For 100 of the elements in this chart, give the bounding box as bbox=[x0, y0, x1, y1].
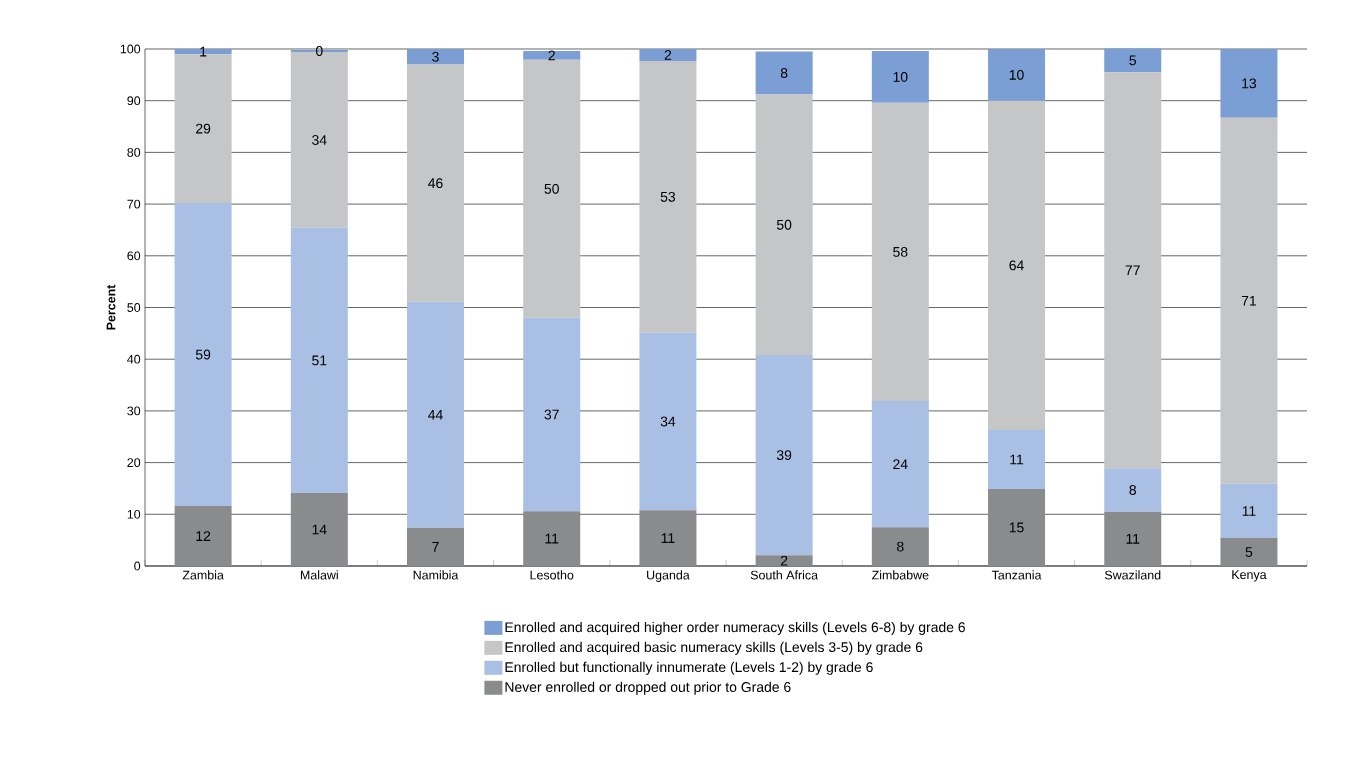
data-label: 29 bbox=[196, 123, 211, 134]
bar bbox=[1220, 538, 1278, 566]
bar bbox=[1104, 72, 1162, 469]
y-axis-title: Percent bbox=[106, 284, 116, 330]
bar bbox=[988, 488, 1046, 566]
bar bbox=[1220, 483, 1278, 539]
bar bbox=[1104, 511, 1162, 566]
data-label: 2 bbox=[664, 50, 672, 60]
y-tick-label: 100 bbox=[120, 44, 141, 54]
x-tick-label: Zambia bbox=[182, 570, 224, 580]
y-tick-label: 0 bbox=[134, 561, 141, 571]
data-label: 8 bbox=[1129, 485, 1136, 495]
x-tick-label: Swaziland bbox=[1104, 570, 1161, 580]
bar bbox=[755, 51, 813, 95]
x-tick-label: South Africa bbox=[750, 570, 819, 580]
bar bbox=[1220, 48, 1278, 118]
data-label: 64 bbox=[1009, 260, 1024, 271]
x-tick-label: Malawi bbox=[300, 570, 338, 580]
data-label: 8 bbox=[780, 68, 788, 78]
x-tick-label: Tanzania bbox=[991, 570, 1042, 580]
data-label: 10 bbox=[1009, 69, 1024, 80]
bar bbox=[174, 506, 232, 566]
x-tick-label: Lesotho bbox=[530, 570, 574, 580]
data-label: 1 bbox=[200, 46, 207, 57]
data-label: 34 bbox=[312, 135, 327, 145]
data-label: 2 bbox=[780, 555, 788, 566]
data-label: 11 bbox=[545, 533, 559, 544]
data-label: 50 bbox=[544, 183, 559, 194]
x-tick-label: Zimbabwe bbox=[872, 570, 929, 580]
bar bbox=[523, 511, 581, 566]
bar bbox=[523, 59, 581, 318]
data-label: 39 bbox=[776, 450, 792, 461]
bar bbox=[871, 102, 929, 402]
data-label: 46 bbox=[428, 178, 443, 189]
legend-label: Enrolled and acquired basic numeracy skills (Levels 3-5) by grade 6 bbox=[505, 641, 923, 655]
data-label: 5 bbox=[1245, 547, 1253, 557]
data-label: 13 bbox=[1242, 78, 1257, 89]
y-tick-label: 30 bbox=[127, 406, 141, 416]
data-label: 11 bbox=[1126, 534, 1140, 544]
data-label: 71 bbox=[1241, 295, 1256, 306]
bar bbox=[174, 203, 232, 507]
bar bbox=[755, 94, 813, 356]
bar bbox=[1104, 468, 1162, 512]
data-label: 24 bbox=[893, 459, 908, 470]
data-label: 44 bbox=[428, 409, 443, 420]
bar bbox=[755, 355, 813, 556]
x-tick-label: Namibia bbox=[413, 570, 459, 580]
y-tick-label: 10 bbox=[127, 509, 141, 519]
y-tick-label: 50 bbox=[127, 303, 141, 312]
legend-label: Enrolled and acquired higher order numeracy skills (Levels 6-8) by grade 6 bbox=[505, 621, 965, 635]
data-label: 51 bbox=[312, 355, 327, 366]
y-tick-label: 60 bbox=[127, 251, 141, 261]
bar bbox=[1220, 117, 1278, 484]
data-label: 7 bbox=[432, 542, 439, 552]
data-label: 11 bbox=[661, 533, 675, 543]
data-label: 8 bbox=[897, 541, 904, 552]
x-tick-label: Uganda bbox=[647, 570, 690, 582]
y-tick-label: 40 bbox=[127, 354, 141, 364]
data-label: 3 bbox=[432, 51, 439, 62]
legend-label: Never enrolled or dropped out prior to Grade 6 bbox=[505, 681, 791, 695]
bar bbox=[755, 555, 813, 566]
data-label: 77 bbox=[1125, 265, 1140, 276]
bar bbox=[407, 301, 465, 528]
bar bbox=[290, 227, 348, 494]
legend-label: Enrolled but functionally innumerate (Levels 1-2) by grade 6 bbox=[505, 661, 873, 675]
x-tick-label: Kenya bbox=[1232, 570, 1267, 582]
bar bbox=[871, 527, 929, 566]
data-label: 0 bbox=[315, 46, 323, 56]
data-label: 2 bbox=[548, 50, 555, 61]
bar bbox=[871, 51, 929, 103]
bar bbox=[290, 493, 348, 566]
data-label: 14 bbox=[312, 524, 327, 535]
data-label: 53 bbox=[660, 191, 676, 202]
data-label: 5 bbox=[1129, 55, 1137, 66]
y-tick-label: 80 bbox=[127, 147, 141, 157]
bar bbox=[407, 527, 465, 566]
bar bbox=[1104, 48, 1162, 73]
data-label: 59 bbox=[195, 349, 211, 360]
data-label: 58 bbox=[893, 246, 908, 257]
bar bbox=[988, 430, 1046, 489]
bar bbox=[988, 48, 1046, 101]
bar bbox=[639, 510, 697, 566]
bar bbox=[407, 64, 465, 302]
data-label: 34 bbox=[660, 416, 676, 427]
data-label: 10 bbox=[893, 71, 908, 82]
y-tick-label: 90 bbox=[127, 96, 141, 106]
data-label: 15 bbox=[1009, 522, 1024, 533]
bar bbox=[523, 51, 581, 60]
bar bbox=[639, 332, 697, 511]
data-label: 50 bbox=[776, 219, 792, 230]
data-label: 11 bbox=[1242, 506, 1256, 516]
bar bbox=[174, 48, 232, 55]
bar bbox=[871, 401, 929, 528]
y-tick-label: 20 bbox=[127, 458, 141, 468]
data-label: 37 bbox=[544, 409, 559, 420]
y-tick-label: 70 bbox=[127, 199, 141, 209]
bar bbox=[639, 48, 697, 61]
data-label: 11 bbox=[1010, 454, 1024, 465]
bar bbox=[639, 60, 697, 333]
data-label: 12 bbox=[196, 531, 211, 541]
